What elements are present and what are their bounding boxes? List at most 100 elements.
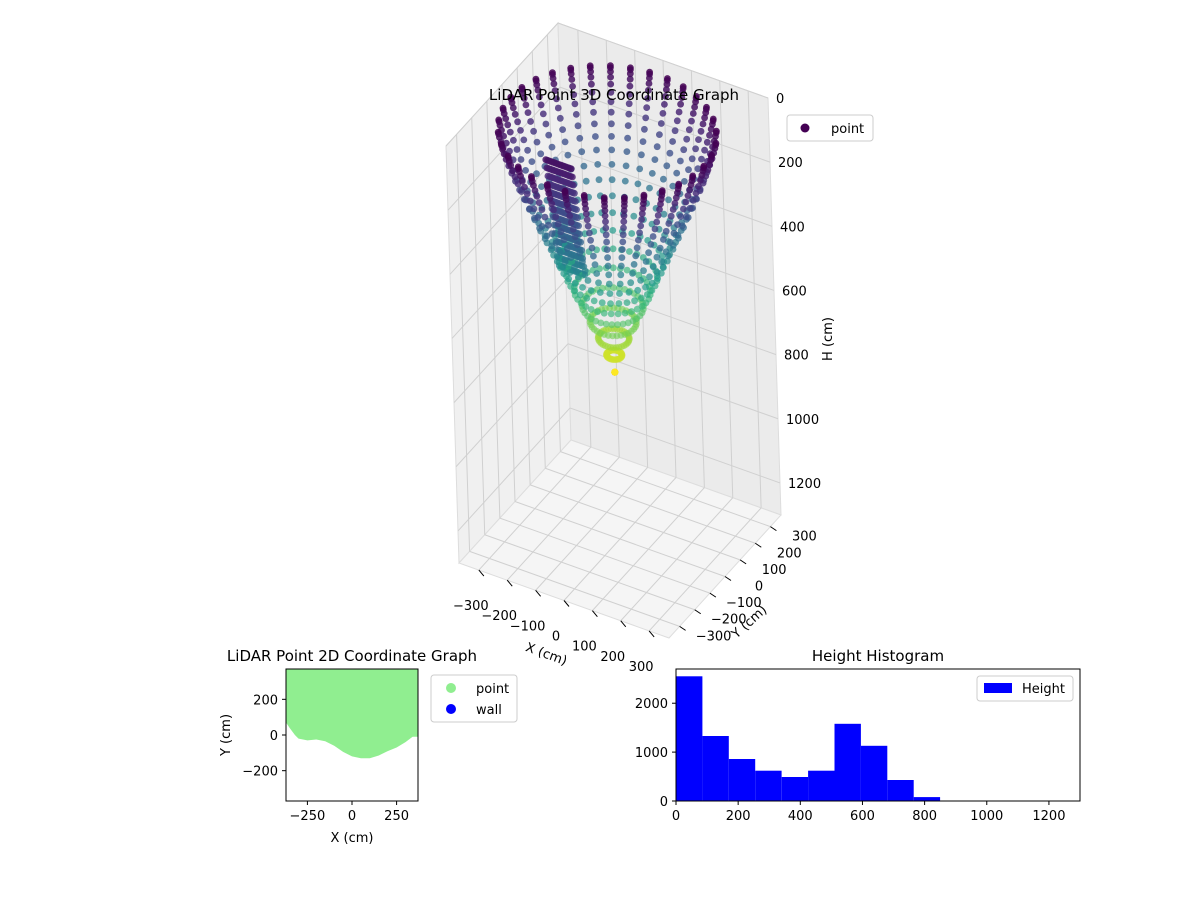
lidar-point-3d <box>607 300 614 307</box>
lidar-point-3d <box>656 244 664 252</box>
histogram-bar <box>887 780 914 801</box>
lidar-point-3d <box>713 127 720 135</box>
lidar-point-3d <box>645 80 653 87</box>
lidar-point-3d <box>619 231 627 239</box>
lidar-point-3d <box>502 115 510 122</box>
lidar-point-3d <box>653 268 661 276</box>
lidar-point-3d <box>677 157 684 165</box>
lidar-point-3d <box>646 273 653 281</box>
legend-histogram: Height <box>976 675 1074 702</box>
grid-line <box>592 487 705 611</box>
lidar-point-3d <box>607 80 615 88</box>
lidar-point-3d <box>619 320 627 328</box>
lidar-point-3d <box>571 263 578 271</box>
lidar-point-3d <box>615 300 623 307</box>
grid-line <box>453 279 567 403</box>
z-tick-label: 1200 <box>788 477 821 492</box>
legend-2d-wall-label: wall <box>476 703 502 718</box>
lidar-point-3d <box>621 309 629 317</box>
legend-histogram-label: Height <box>1022 682 1065 697</box>
y-tick-label: 0 <box>660 795 668 810</box>
lidar-point-3d <box>575 222 582 230</box>
lidar-point-3d <box>688 117 695 125</box>
lidar-point-3d <box>681 178 688 185</box>
lidar-point-3d <box>576 291 584 299</box>
lidar-point-3d <box>605 271 613 279</box>
lidar-point-3d <box>666 238 674 246</box>
lidar-point-3d <box>544 221 552 229</box>
x-tick-mark <box>648 630 655 638</box>
lidar-point-3d <box>543 181 551 189</box>
histogram-bar <box>913 797 941 801</box>
lidar-point-3d <box>519 89 527 97</box>
histogram-bar <box>860 745 888 801</box>
lidar-point-3d <box>617 271 625 279</box>
lidar-point-3d <box>595 176 603 184</box>
lidar-point-3d <box>623 299 631 306</box>
lidar-point-3d <box>554 104 562 112</box>
lidar-point-3d <box>694 165 702 173</box>
lidar-point-3d <box>634 180 642 188</box>
lidar-point-3d <box>604 254 611 261</box>
points-3d <box>494 62 720 376</box>
lidar-point-3d <box>579 258 586 266</box>
lidar-point-3d <box>561 258 569 266</box>
chart-3d: −300−200−1000100200300−300−200−100010020… <box>445 21 874 675</box>
lidar-point-3d <box>528 173 535 180</box>
grid-line <box>529 484 741 561</box>
x-tick-label: 200 <box>600 650 625 665</box>
lidar-point-3d <box>671 199 679 207</box>
lidar-point-3d <box>527 118 534 125</box>
lidar-point-3d <box>551 87 559 95</box>
lidar-point-3d <box>656 131 663 139</box>
y-tick-label: 1000 <box>635 746 668 761</box>
lidar-point-3d <box>567 254 575 261</box>
lidar-point-3d <box>607 98 615 106</box>
grid-line <box>456 134 471 552</box>
lidar-point-3d <box>653 218 661 226</box>
lidar-point-3d <box>608 321 616 329</box>
lidar-point-3d <box>574 241 581 249</box>
legend-histogram-frame <box>976 675 1074 702</box>
lidar-point-3d <box>538 183 545 191</box>
z-tick-label: 400 <box>780 220 805 235</box>
x-tick-label: 0 <box>348 809 356 824</box>
lidar-point-3d <box>608 176 616 184</box>
y-tick-mark <box>724 576 732 581</box>
lidar-point-3d <box>596 289 604 296</box>
lidar-point-3d <box>607 88 615 96</box>
lidar-point-3d <box>666 149 674 157</box>
lidar-point-3d <box>510 136 517 144</box>
grid-line <box>531 51 546 469</box>
lidar-point-3d <box>588 244 596 252</box>
lidar-point-3d <box>629 270 636 277</box>
lidar-point-3d <box>667 212 675 220</box>
grid-line <box>455 343 569 468</box>
lidar-point-3d <box>593 270 601 277</box>
lidar-point-3d <box>557 248 564 256</box>
lidar-point-3d <box>627 279 635 287</box>
lidar-point-3d <box>686 204 694 212</box>
lidar-point-3d <box>522 167 529 174</box>
lidar-point-3d <box>539 110 547 118</box>
lidar-point-3d <box>647 241 655 248</box>
lidar-point-3d <box>587 73 595 81</box>
x-tick-label: 0 <box>672 809 680 824</box>
lidar-point-3d <box>648 279 656 287</box>
lidar-point-3d <box>520 94 528 102</box>
lidar-point-3d <box>620 212 628 220</box>
legend-histogram-swatch <box>984 683 1012 693</box>
histogram-bar <box>755 770 782 801</box>
lidar-point-3d <box>511 110 519 118</box>
y-tick-label: −200 <box>242 765 278 780</box>
lidar-point-3d <box>508 99 516 107</box>
lidar-point-3d <box>533 138 541 146</box>
lidar-point-3d <box>524 146 531 154</box>
chart-2d: −250 0 250 200 0 −200 LiDAR Point 2D Coordina… <box>219 647 518 846</box>
lidar-point-3d <box>564 151 572 159</box>
y-tick-label: 300 <box>792 530 817 545</box>
lidar-point-3d <box>662 93 669 100</box>
lidar-point-3d <box>553 258 561 265</box>
lidar-point-3d <box>593 146 600 154</box>
lidar-point-3d <box>628 308 635 315</box>
